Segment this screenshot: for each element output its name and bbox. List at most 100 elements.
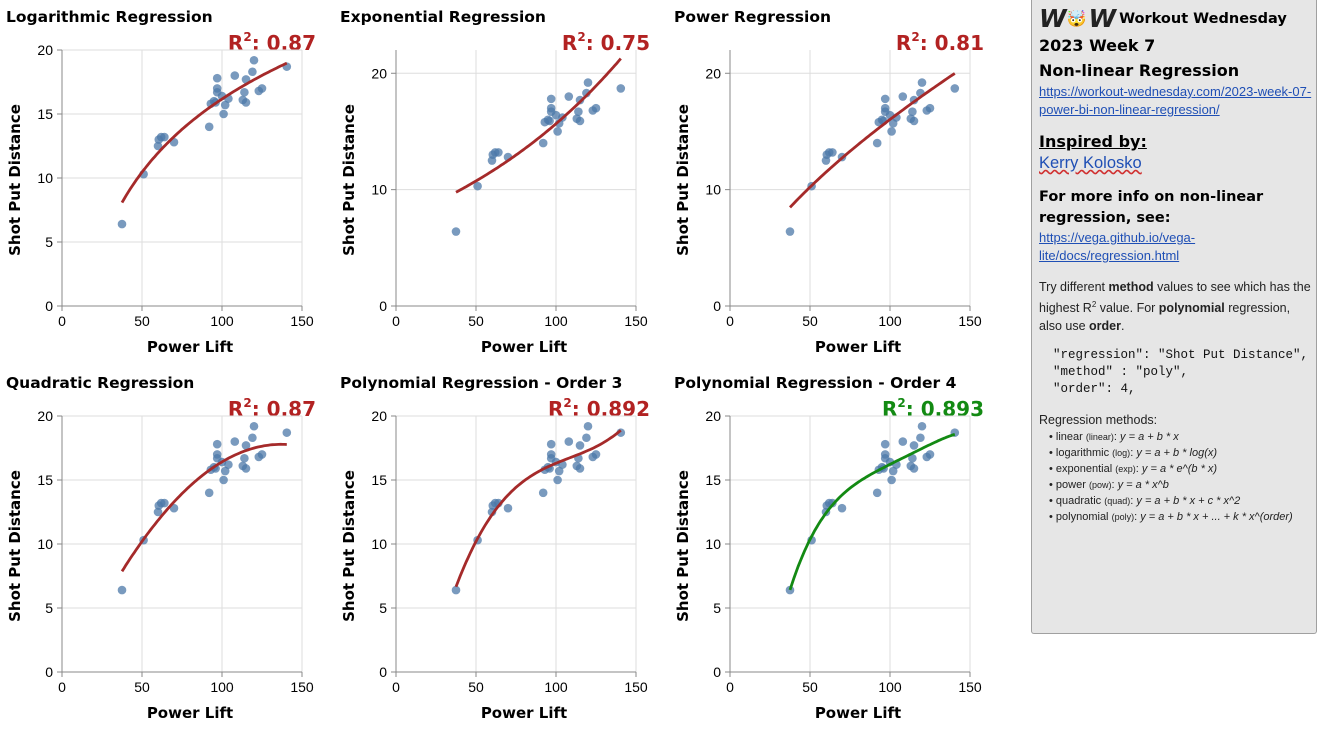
x-tick-label: 50 [802, 313, 818, 329]
vega-docs-link[interactable]: https://vega.github.io/vega-lite/docs/re… [1039, 230, 1196, 263]
data-point [887, 475, 896, 485]
y-axis-title: Shot Put Distance [674, 470, 692, 622]
data-point [917, 78, 927, 87]
data-point [257, 450, 267, 459]
inspired-heading: Inspired by: [1039, 132, 1147, 151]
data-point [837, 503, 847, 513]
y-tick-label: 0 [713, 664, 721, 680]
chart-title: Exponential Regression [340, 8, 546, 26]
data-point [160, 498, 169, 508]
r-squared-label: R2: 0.893 [882, 396, 984, 421]
data-point [898, 437, 908, 446]
chart-logarithmic: Logarithmic Regression R2: 0.87 0 50 100 15… [0, 0, 334, 370]
y-tick-label: 20 [705, 65, 721, 81]
y-tick-label: 15 [371, 472, 387, 488]
challenge-link[interactable]: https://workout-wednesday.com/2023-week-… [1039, 84, 1312, 117]
chart-quadratic: Quadratic Regression R2: 0.87 0 50 100 150 0… [0, 366, 334, 736]
x-tick-label: 100 [878, 679, 902, 695]
data-point [908, 453, 917, 463]
data-point [241, 441, 251, 450]
method-item: exponential (exp): y = a * e^(b * x) [1049, 461, 1312, 477]
topic-label: Non-linear Regression [1039, 61, 1240, 80]
data-point [583, 78, 593, 87]
y-tick-label: 0 [379, 298, 387, 314]
data-point [204, 122, 214, 132]
x-tick-label: 150 [624, 679, 648, 695]
chart-plot: 0 50 100 150 0 10 20 Power Lift Shot Put Distanc… [674, 50, 982, 356]
data-point [241, 98, 251, 107]
data-point [212, 73, 222, 83]
y-tick-label: 10 [705, 182, 721, 198]
x-tick-label: 100 [210, 679, 234, 695]
regression-line [120, 61, 288, 204]
chart-title: Polynomial Regression - Order 4 [674, 374, 957, 392]
y-tick-label: 5 [713, 600, 721, 616]
y-tick-label: 15 [37, 106, 53, 122]
chart-title: Power Regression [674, 8, 832, 26]
x-tick-label: 0 [58, 313, 66, 329]
data-point [248, 433, 257, 443]
method-item: quadratic (quad): y = a + b * x + c * x^… [1049, 493, 1312, 509]
data-point [909, 464, 919, 473]
r-squared-label: R2: 0.81 [895, 30, 984, 55]
x-tick-label: 100 [210, 313, 234, 329]
regression-line [788, 72, 956, 209]
x-tick-label: 100 [544, 679, 568, 695]
data-point [282, 428, 292, 437]
data-point [204, 488, 214, 498]
data-point [117, 585, 127, 595]
y-tick-label: 5 [45, 234, 53, 250]
week-label: 2023 Week 7 [1039, 36, 1156, 55]
more-info-heading: For more info on non-linear regression, … [1039, 189, 1264, 226]
x-tick-label: 0 [726, 679, 734, 695]
data-point [564, 92, 574, 101]
x-axis-title: Power Lift [815, 704, 901, 722]
data-point [828, 148, 837, 157]
data-point [538, 138, 548, 148]
data-point [574, 107, 583, 116]
x-axis-title: Power Lift [815, 338, 901, 356]
data-point [909, 441, 919, 450]
grid-lines [395, 50, 637, 307]
chart-plot: 0 50 100 150 0 10 20 Power Lift Shot Put Distanc… [340, 50, 648, 356]
y-tick-label: 0 [379, 664, 387, 680]
data-point [153, 507, 163, 517]
data-point [451, 227, 461, 236]
author-link[interactable]: Kerry Kolosko [1039, 154, 1142, 172]
data-point [564, 437, 574, 446]
panel-header: W 🤯 W Workout Wednesday [1039, 4, 1312, 33]
data-point [553, 127, 562, 136]
data-point [908, 107, 917, 116]
chart-plot: 0 50 100 150 0 5 10 15 20 Power Lift Shot Put Dist… [6, 408, 314, 722]
y-tick-label: 15 [705, 472, 721, 488]
y-axis-title: Shot Put Distance [340, 470, 358, 622]
methods-list: linear (linear): y = a + b * x logarithm… [1039, 429, 1312, 525]
x-tick-label: 50 [468, 679, 484, 695]
data-point [898, 92, 908, 101]
data-point [494, 148, 503, 157]
data-point [220, 100, 230, 110]
x-tick-label: 150 [290, 679, 314, 695]
data-point [575, 116, 585, 126]
data-point [230, 71, 240, 80]
method-item: polynomial (poly): y = a + b * x + ... +… [1049, 509, 1312, 525]
data-point [224, 460, 233, 469]
y-axis-title: Shot Put Distance [6, 470, 24, 622]
x-tick-label: 50 [134, 679, 150, 695]
data-point [160, 132, 169, 142]
x-tick-label: 0 [726, 313, 734, 329]
x-tick-label: 150 [290, 313, 314, 329]
data-point [872, 138, 882, 148]
y-tick-label: 10 [705, 536, 721, 552]
data-point [785, 585, 795, 595]
y-tick-label: 0 [713, 298, 721, 314]
data-point [583, 421, 593, 431]
r-squared-label: R2: 0.87 [227, 30, 316, 55]
y-tick-label: 20 [37, 408, 53, 424]
x-tick-label: 50 [468, 313, 484, 329]
y-axis-title: Shot Put Distance [340, 104, 358, 256]
chart-plot: 0 50 100 150 0 5 10 15 20 Power Lift Shot Put Dist… [340, 408, 648, 722]
data-point [925, 103, 935, 113]
y-tick-label: 0 [45, 664, 53, 680]
data-point [240, 87, 249, 97]
